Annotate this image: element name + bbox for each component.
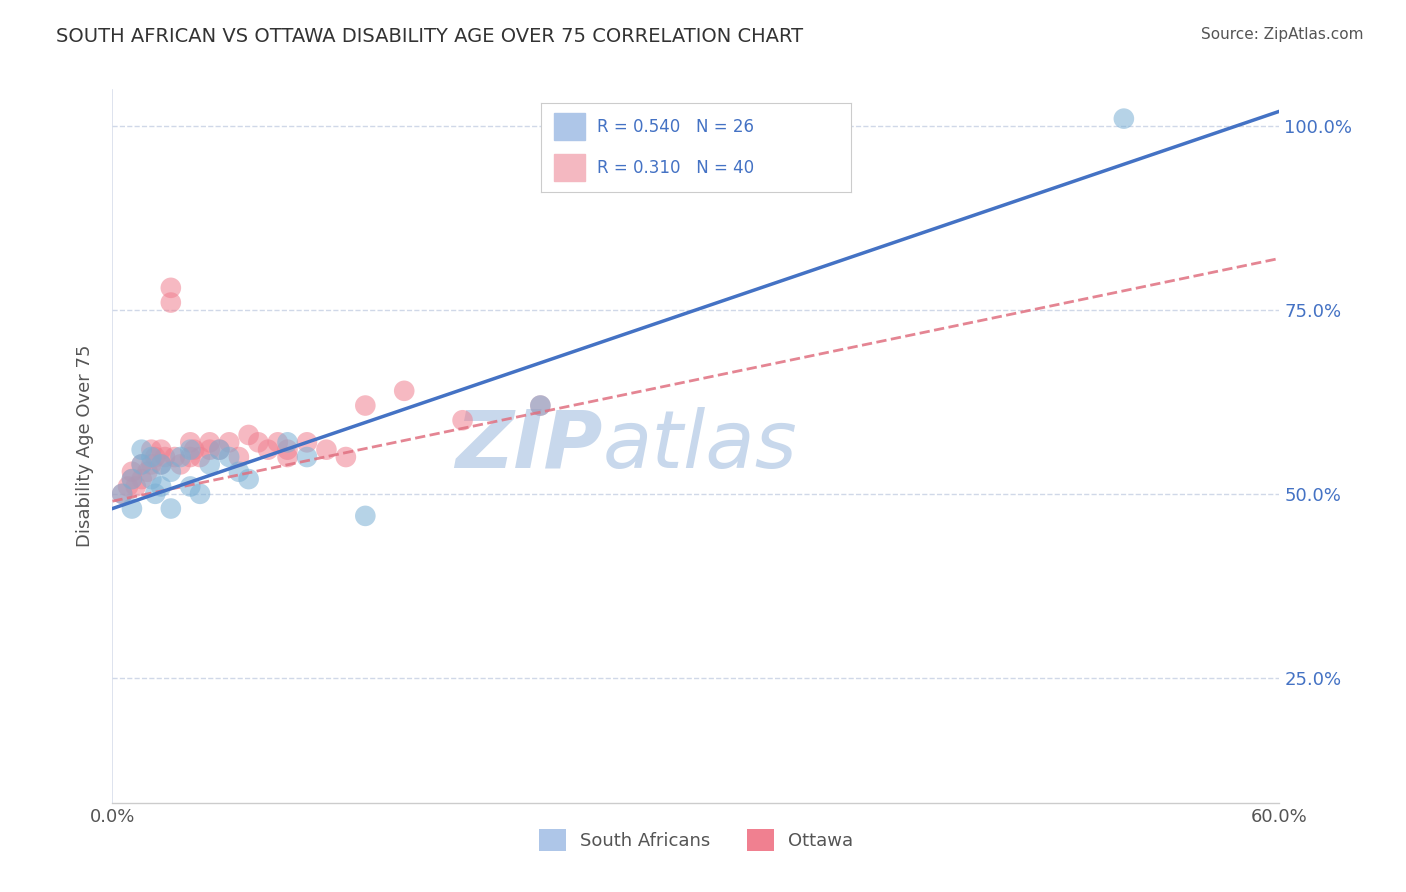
- Point: [183, 442, 205, 457]
- Point: [1112, 112, 1135, 126]
- Point: [160, 281, 183, 295]
- Point: [208, 442, 231, 457]
- Point: [198, 458, 221, 472]
- Point: [141, 450, 163, 464]
- Point: [169, 450, 191, 464]
- Point: [150, 479, 173, 493]
- Point: [276, 450, 298, 464]
- Point: [228, 450, 250, 464]
- Point: [247, 435, 270, 450]
- Text: ZIP: ZIP: [456, 407, 603, 485]
- Point: [131, 458, 153, 472]
- Text: atlas: atlas: [603, 407, 797, 485]
- Point: [131, 442, 153, 457]
- Point: [160, 501, 183, 516]
- Point: [141, 442, 163, 457]
- Point: [529, 399, 551, 413]
- Point: [163, 450, 186, 464]
- Text: SOUTH AFRICAN VS OTTAWA DISABILITY AGE OVER 75 CORRELATION CHART: SOUTH AFRICAN VS OTTAWA DISABILITY AGE O…: [56, 27, 803, 45]
- Point: [179, 450, 201, 464]
- Point: [198, 442, 221, 457]
- Point: [121, 472, 143, 486]
- Text: R = 0.310   N = 40: R = 0.310 N = 40: [598, 159, 754, 177]
- Point: [141, 472, 163, 486]
- Point: [179, 435, 201, 450]
- Point: [111, 487, 134, 501]
- Point: [394, 384, 416, 398]
- Point: [218, 450, 240, 464]
- Point: [141, 458, 163, 472]
- Point: [529, 399, 551, 413]
- Point: [160, 465, 183, 479]
- Legend: South Africans, Ottawa: South Africans, Ottawa: [531, 822, 860, 858]
- Point: [198, 435, 221, 450]
- Point: [315, 442, 337, 457]
- Point: [125, 479, 148, 493]
- Point: [117, 479, 139, 493]
- Point: [257, 442, 280, 457]
- Point: [150, 458, 173, 472]
- FancyBboxPatch shape: [554, 154, 585, 181]
- Point: [169, 458, 191, 472]
- Point: [131, 458, 153, 472]
- Point: [143, 487, 166, 501]
- Point: [160, 295, 183, 310]
- Point: [131, 472, 153, 486]
- FancyBboxPatch shape: [554, 113, 585, 140]
- Point: [335, 450, 357, 464]
- Y-axis label: Disability Age Over 75: Disability Age Over 75: [76, 344, 94, 548]
- Point: [179, 479, 201, 493]
- Point: [276, 435, 298, 450]
- Point: [150, 442, 173, 457]
- Point: [208, 442, 231, 457]
- Point: [354, 508, 377, 523]
- Text: Source: ZipAtlas.com: Source: ZipAtlas.com: [1201, 27, 1364, 42]
- Point: [451, 413, 474, 427]
- Point: [153, 450, 176, 464]
- Point: [188, 450, 211, 464]
- Point: [111, 487, 134, 501]
- Point: [121, 472, 143, 486]
- Point: [238, 472, 260, 486]
- Point: [228, 465, 250, 479]
- Point: [121, 501, 143, 516]
- Point: [143, 450, 166, 464]
- Point: [238, 428, 260, 442]
- Point: [276, 442, 298, 457]
- Point: [188, 487, 211, 501]
- Point: [179, 442, 201, 457]
- Point: [121, 465, 143, 479]
- Point: [354, 399, 377, 413]
- Point: [267, 435, 290, 450]
- Text: R = 0.540   N = 26: R = 0.540 N = 26: [598, 118, 754, 136]
- Point: [136, 465, 159, 479]
- Point: [150, 458, 173, 472]
- Point: [295, 450, 318, 464]
- Point: [295, 435, 318, 450]
- Point: [218, 435, 240, 450]
